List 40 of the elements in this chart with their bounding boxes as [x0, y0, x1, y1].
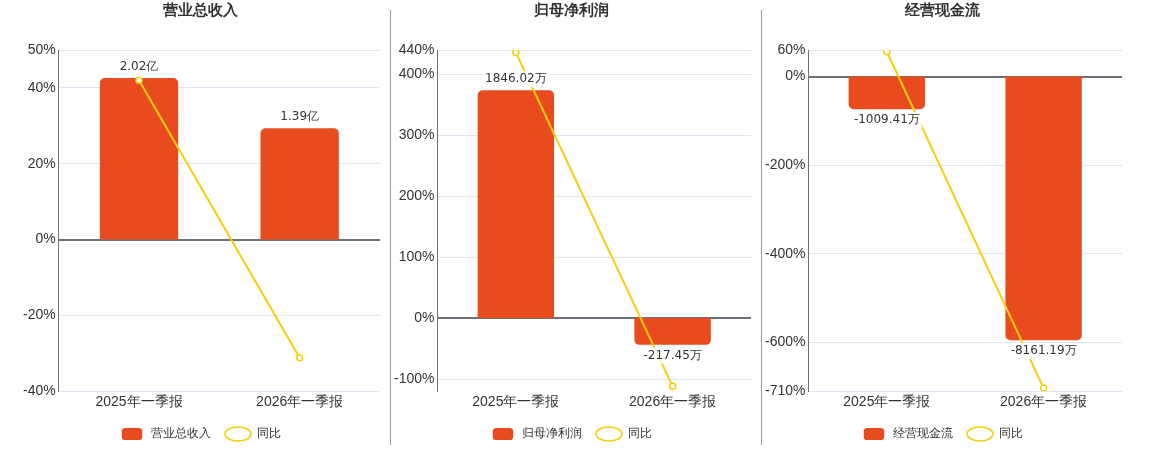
y-tick-label: 20% — [27, 154, 56, 171]
x-tick-label: 2026年一季报 — [256, 393, 344, 410]
y-tick-label: -20% — [23, 306, 56, 323]
legend-label: 同比 — [628, 426, 652, 441]
y-tick-label: 100% — [398, 248, 435, 265]
legend-label: 同比 — [257, 426, 281, 441]
legend-label: 归母净利润 — [522, 426, 582, 441]
y-tick-label: 0% — [414, 308, 435, 325]
y-tick-label: -710% — [765, 382, 806, 399]
chart-title: 归母净利润 — [532, 0, 609, 19]
y-tick-label: 300% — [398, 126, 435, 143]
x-tick-label: 2025年一季报 — [472, 393, 560, 410]
legend-label: 营业总收入 — [151, 426, 211, 441]
data-label: -217.45万 — [643, 348, 702, 362]
chart-title: 营业总收入 — [161, 0, 239, 19]
y-tick-label: 0% — [35, 230, 56, 247]
y-tick-label: 200% — [398, 187, 435, 204]
data-label: 1.39亿 — [280, 109, 320, 124]
y-tick-label: 440% — [398, 40, 435, 57]
y-tick-label: -400% — [765, 244, 806, 261]
y-tick-label: 0% — [785, 67, 806, 84]
legend-label: 经营现金流 — [893, 426, 953, 441]
data-label: -1009.41万 — [853, 112, 920, 127]
legend-label: 同比 — [999, 426, 1023, 441]
y-tick-label: 400% — [398, 65, 435, 82]
data-label: 2.02亿 — [119, 59, 159, 74]
y-tick-label: -200% — [765, 156, 806, 173]
data-label: -8161.19万 — [1010, 343, 1077, 358]
x-tick-label: 2025年一季报 — [843, 393, 931, 410]
y-tick-label: 40% — [27, 78, 56, 95]
y-tick-label: -100% — [394, 369, 435, 386]
y-tick-label: -600% — [765, 333, 806, 350]
y-tick-label: -40% — [23, 382, 56, 399]
chart-title: 经营现金流 — [903, 0, 981, 19]
x-tick-label: 2025年一季报 — [95, 393, 183, 410]
y-tick-label: 50% — [27, 40, 56, 57]
data-label: 1846.02万 — [485, 71, 547, 86]
x-tick-label: 2026年一季报 — [1000, 393, 1088, 410]
y-tick-label: 60% — [777, 40, 806, 57]
x-tick-label: 2026年一季报 — [629, 393, 717, 410]
